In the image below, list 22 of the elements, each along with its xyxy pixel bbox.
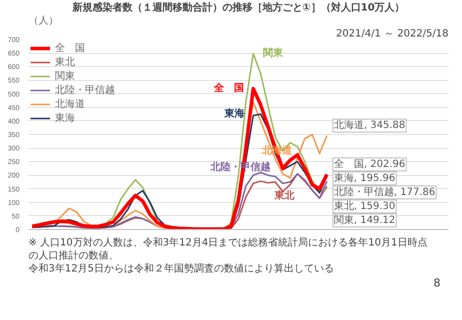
text: 8 (434, 276, 440, 290)
data-label: 全 国, 202.96 (334, 158, 406, 170)
y-axis-title: （人） (28, 16, 58, 26)
text: ※ 人口10万対の人数は、令和3年12月4日までは総務省統計局における各年10月1日時点の人口推計の数値、 (28, 236, 428, 262)
text: 東北 (274, 190, 294, 202)
legend-label: 東北 (55, 56, 75, 69)
text: 全 国 (214, 83, 244, 94)
legend-label: 関東 (55, 70, 75, 83)
data-label: 北海道, 345.88 (334, 119, 406, 132)
legend-label: 全 国 (55, 42, 85, 55)
legend-label: 北海道 (55, 98, 85, 111)
legend-label: 北陸・甲信越 (55, 84, 115, 97)
chart-title: 新規感染者数（１週間移動合計）の推移［地方ごと①］（対人口10万人） (71, 2, 405, 14)
text: 令和3年12月5日からは令和２年国勢調査の数値により算出している (28, 262, 334, 274)
data-label: 東海, 195.96 (334, 172, 396, 184)
data-label: 東北, 159.30 (334, 200, 396, 212)
text: 2021/4/1 ～ 2022/5/18 (336, 28, 449, 40)
text: 関東 (263, 48, 284, 60)
legend-label: 東海 (55, 112, 75, 125)
text: 北海道 (262, 145, 292, 156)
data-label: 北陸・甲信越, 177.86 (334, 186, 436, 198)
data-label: 関東, 149.12 (334, 214, 396, 226)
